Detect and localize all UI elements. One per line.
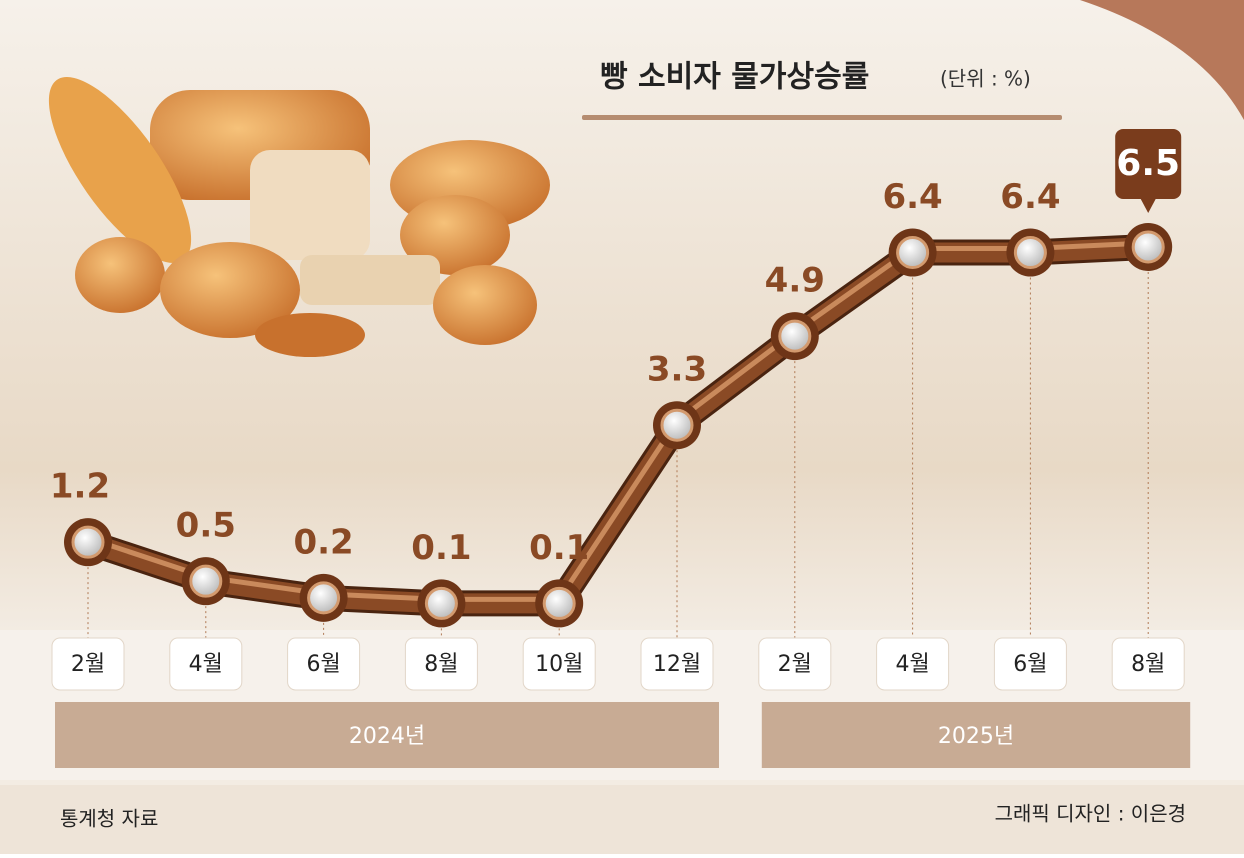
x-label-box: [876, 637, 950, 691]
footer-band: [0, 785, 1244, 854]
year-label: 2024년: [349, 724, 425, 749]
point: [896, 236, 930, 270]
x-label-box: [522, 637, 596, 691]
x-label-box: [51, 637, 125, 691]
point: [1013, 236, 1047, 270]
x-label-box: [404, 637, 478, 691]
title-underline: [582, 115, 1062, 120]
value-label: 4.9: [765, 261, 825, 301]
x-tick-label: 8월: [424, 652, 458, 677]
point: [1131, 230, 1165, 264]
x-tick-label: 4월: [189, 652, 223, 677]
x-label-box: [640, 637, 714, 691]
point: [424, 586, 458, 620]
x-tick-label: 8월: [1131, 652, 1165, 677]
x-label-box: [287, 637, 361, 691]
value-label: 6.4: [1000, 177, 1060, 217]
value-label: 6.5: [1116, 143, 1180, 184]
x-label-box: [1111, 637, 1185, 691]
x-tick-label: 4월: [895, 652, 929, 677]
x-label-box: [758, 637, 832, 691]
x-tick-label: 2월: [71, 652, 105, 677]
year-bar: [761, 702, 1191, 768]
value-pointer: [1140, 197, 1157, 213]
x-label-box: [169, 637, 243, 691]
point: [307, 581, 341, 615]
value-label: 0.1: [529, 528, 589, 568]
value-label: 0.1: [411, 528, 471, 568]
point: [189, 564, 223, 598]
value-label: 0.2: [293, 522, 353, 562]
x-tick-label: 6월: [306, 652, 340, 677]
point: [71, 525, 105, 559]
value-label: 6.4: [882, 177, 942, 217]
value-label: 1.2: [50, 467, 110, 507]
x-tick-label: 6월: [1013, 652, 1047, 677]
point: [542, 586, 576, 620]
point: [778, 319, 812, 353]
corner-decoration: [1080, 0, 1244, 120]
line-highlight: [87, 240, 1149, 602]
year-label: 2025년: [938, 724, 1014, 749]
x-tick-label: 2월: [778, 652, 812, 677]
point: [660, 408, 694, 442]
credit: 그래픽 디자인 : 이은경: [995, 802, 1186, 826]
value-box: [1115, 128, 1182, 199]
value-label: 0.5: [176, 506, 236, 546]
x-label-box: [993, 637, 1067, 691]
x-tick-label: 12월: [653, 652, 701, 677]
chart-title: 빵 소비자 물가상승률: [600, 60, 869, 95]
unit-label: (단위 : %): [940, 67, 1031, 91]
year-bar: [55, 702, 719, 768]
x-tick-label: 10월: [535, 652, 583, 677]
bread-illustration: [48, 77, 550, 357]
source: 통계청 자료: [60, 807, 158, 831]
value-label: 3.3: [647, 350, 707, 390]
